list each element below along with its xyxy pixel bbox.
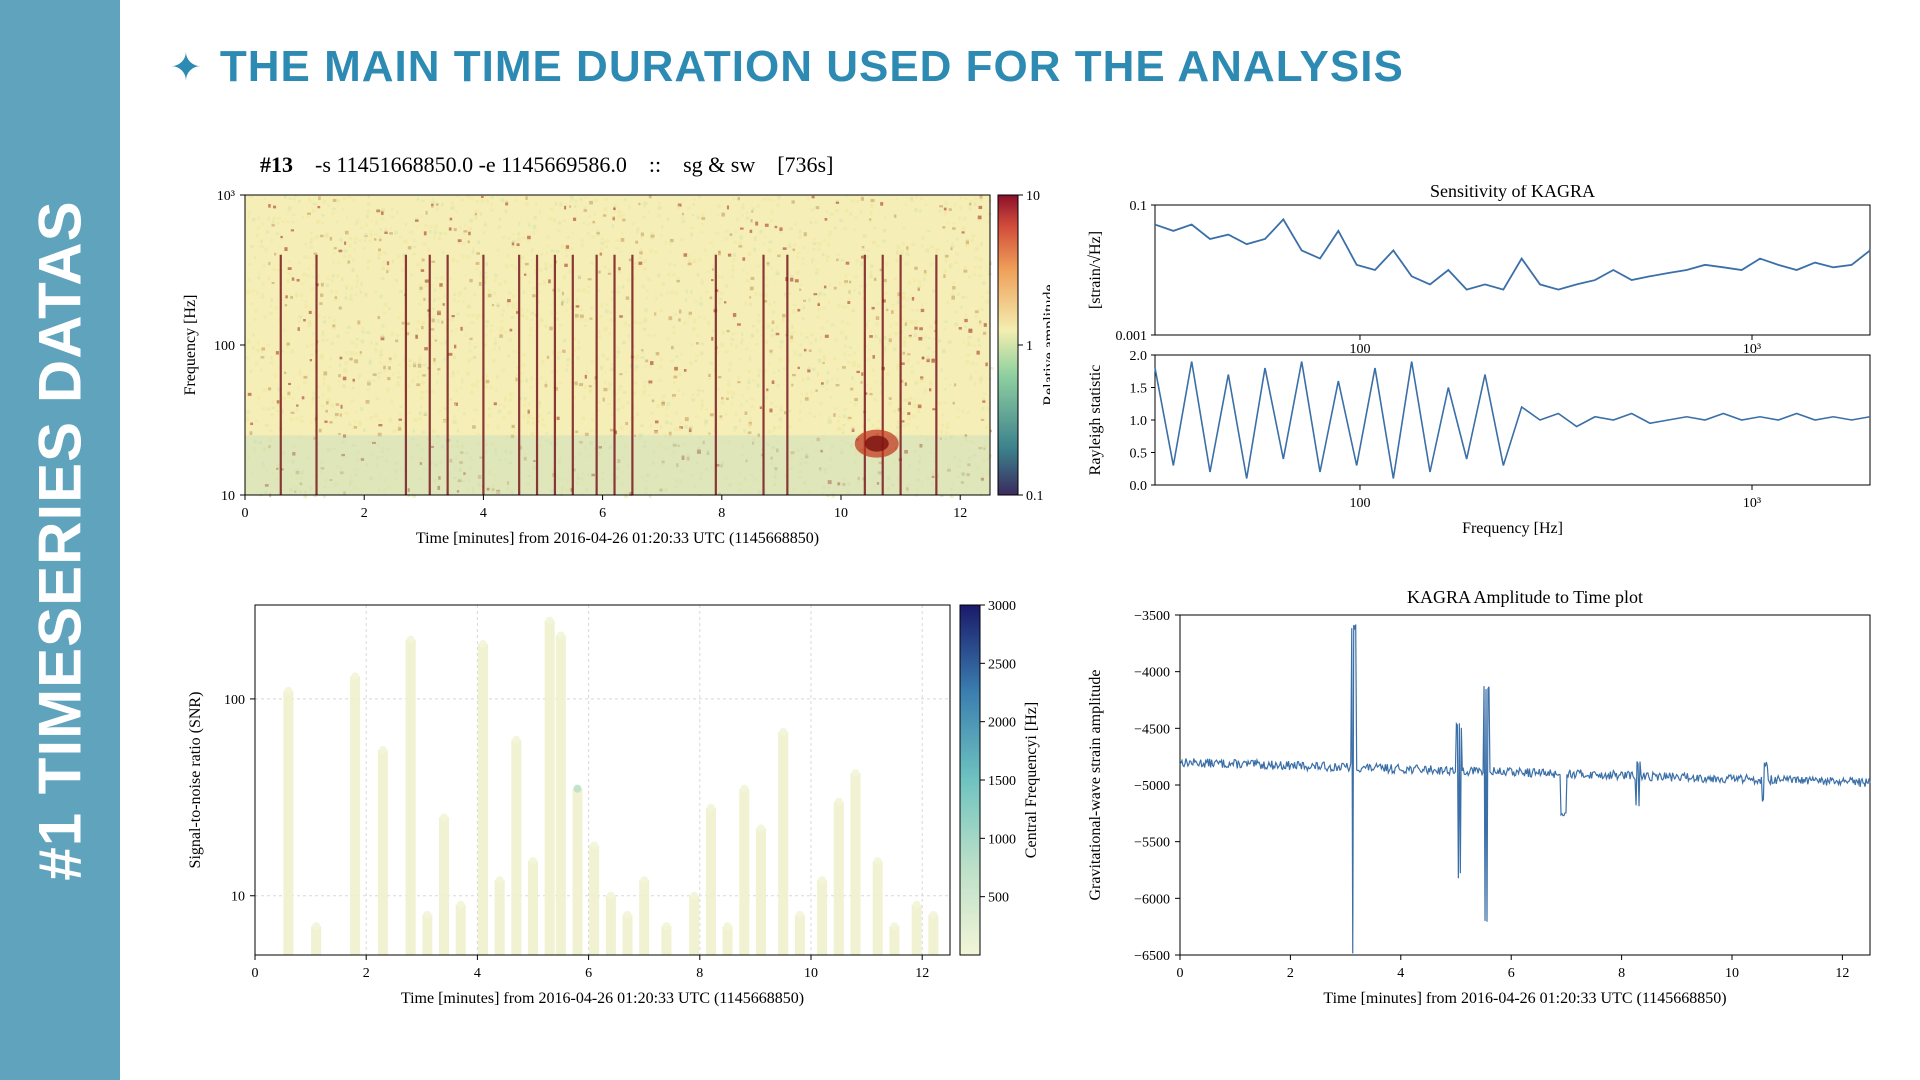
svg-text:0: 0 <box>252 966 259 981</box>
svg-text:−4500: −4500 <box>1134 722 1170 737</box>
svg-text:12: 12 <box>953 506 967 521</box>
svg-text:10: 10 <box>231 890 245 905</box>
svg-text:Time [minutes] from 2016-04-26: Time [minutes] from 2016-04-26 01:20:33 … <box>416 530 819 547</box>
strain-panel: KAGRA Amplitude to Time plot 0 2 4 6 8 10 12 −65… <box>1070 585 1890 1015</box>
snr-panel: 0 2 4 6 8 10 12 10 100 Time [minutes] from 2016-0… <box>170 585 1050 1015</box>
svg-text:Relative amplitude: Relative amplitude <box>1041 284 1050 405</box>
svg-text:6: 6 <box>585 966 592 981</box>
segment-dur: [736s] <box>777 152 833 177</box>
svg-text:KAGRA Amplitude to Time plot: KAGRA Amplitude to Time plot <box>1407 587 1643 607</box>
segment-tags: sg & sw <box>683 152 755 177</box>
svg-text:Signal-to-noise ratio (SNR): Signal-to-noise ratio (SNR) <box>187 692 204 869</box>
svg-text:−4000: −4000 <box>1134 666 1170 681</box>
svg-text:0.1: 0.1 <box>1130 199 1148 214</box>
svg-text:2.0: 2.0 <box>1130 349 1148 364</box>
svg-text:−6000: −6000 <box>1134 892 1170 907</box>
svg-text:Rayleigh statistic: Rayleigh statistic <box>1087 365 1104 476</box>
svg-text:0.001: 0.001 <box>1116 329 1148 344</box>
svg-text:8: 8 <box>718 506 725 521</box>
segment-sep: :: <box>649 152 661 177</box>
svg-text:10: 10 <box>834 506 848 521</box>
svg-text:100: 100 <box>1349 342 1370 357</box>
svg-text:−5500: −5500 <box>1134 836 1170 851</box>
svg-text:4: 4 <box>1397 966 1404 981</box>
svg-text:8: 8 <box>1618 966 1625 981</box>
svg-text:2: 2 <box>363 966 370 981</box>
svg-text:Time [minutes] from 2016-04-26: Time [minutes] from 2016-04-26 01:20:33 … <box>1323 990 1726 1007</box>
svg-text:Central Frequencyi [Hz]: Central Frequencyi [Hz] <box>1023 702 1040 858</box>
svg-text:−5000: −5000 <box>1134 779 1170 794</box>
svg-text:2000: 2000 <box>988 716 1016 731</box>
svg-text:0: 0 <box>1177 966 1184 981</box>
sensitivity-panel: Sensitivity of KAGRA 0.001 0.1 [strain/√Hz]… <box>1070 185 1890 555</box>
svg-text:2: 2 <box>1287 966 1294 981</box>
svg-text:10³: 10³ <box>1743 342 1761 357</box>
svg-text:Gravitational-wave strain ampl: Gravitational-wave strain amplitude <box>1087 669 1104 900</box>
svg-text:0.5: 0.5 <box>1130 447 1148 462</box>
svg-text:12: 12 <box>1835 966 1849 981</box>
svg-text:12: 12 <box>915 966 929 981</box>
svg-text:[strain/√Hz]: [strain/√Hz] <box>1087 231 1104 309</box>
svg-text:6: 6 <box>1508 966 1515 981</box>
svg-text:−3500: −3500 <box>1134 609 1170 624</box>
sidebar-label: #1 TIMESERIES DATAS <box>26 200 95 880</box>
svg-text:1000: 1000 <box>988 832 1016 847</box>
svg-text:100: 100 <box>214 339 235 354</box>
svg-text:3000: 3000 <box>988 599 1016 614</box>
svg-text:2: 2 <box>361 506 368 521</box>
page-heading: ✦ THE MAIN TIME DURATION USED FOR THE AN… <box>170 42 1404 92</box>
svg-text:Sensitivity of KAGRA: Sensitivity of KAGRA <box>1430 185 1595 201</box>
svg-text:0.0: 0.0 <box>1130 479 1148 494</box>
svg-text:−6500: −6500 <box>1134 949 1170 964</box>
heading-text: THE MAIN TIME DURATION USED FOR THE ANAL… <box>220 42 1404 92</box>
svg-text:8: 8 <box>696 966 703 981</box>
svg-text:6: 6 <box>599 506 606 521</box>
svg-text:500: 500 <box>988 891 1009 906</box>
segment-id: #13 <box>260 152 293 177</box>
svg-text:100: 100 <box>224 693 245 708</box>
svg-text:4: 4 <box>480 506 487 521</box>
svg-text:10³: 10³ <box>217 189 235 204</box>
sidebar: #1 TIMESERIES DATAS <box>0 0 120 1080</box>
svg-text:1.0: 1.0 <box>1130 414 1148 429</box>
diamond-icon: ✦ <box>170 45 202 90</box>
svg-text:1500: 1500 <box>988 774 1016 789</box>
spectrogram-panel: 0 2 4 6 8 10 12 10 100 10³ Time [minutes] from 201… <box>170 185 1050 555</box>
svg-text:Frequency [Hz]: Frequency [Hz] <box>182 295 199 396</box>
svg-text:4: 4 <box>474 966 481 981</box>
svg-text:100: 100 <box>1349 496 1370 511</box>
svg-text:10: 10 <box>1026 189 1040 204</box>
svg-text:10³: 10³ <box>1743 496 1761 511</box>
svg-text:10: 10 <box>221 489 235 504</box>
svg-text:10: 10 <box>804 966 818 981</box>
svg-text:Time [minutes] from 2016-04-26: Time [minutes] from 2016-04-26 01:20:33 … <box>401 990 804 1007</box>
svg-text:1: 1 <box>1026 339 1033 354</box>
segment-args: -s 11451668850.0 -e 1145669586.0 <box>315 152 627 177</box>
svg-text:10: 10 <box>1725 966 1739 981</box>
content-grid: 0246810121010010³Time [minutes] from 201… <box>170 185 1890 1055</box>
svg-text:Frequency [Hz]: Frequency [Hz] <box>1462 520 1563 537</box>
svg-text:1.5: 1.5 <box>1130 382 1148 397</box>
svg-text:0: 0 <box>242 506 249 521</box>
subheader: #13 -s 11451668850.0 -e 1145669586.0 :: … <box>260 152 833 178</box>
svg-text:2500: 2500 <box>988 657 1016 672</box>
svg-text:0.1: 0.1 <box>1026 489 1044 504</box>
